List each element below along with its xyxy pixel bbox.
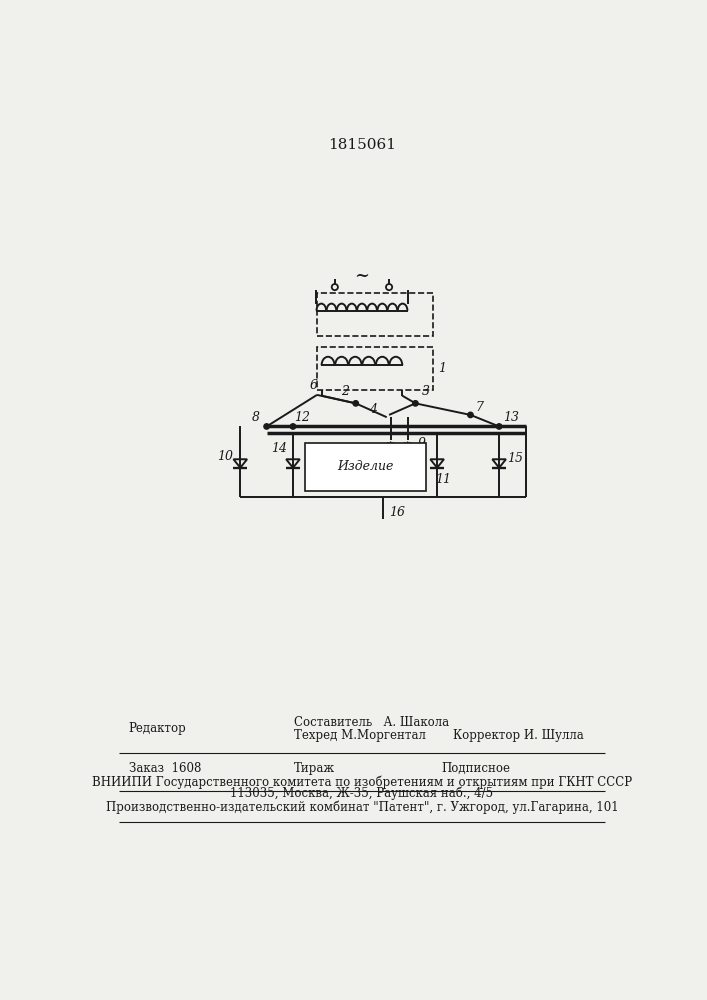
Text: 12: 12 xyxy=(294,411,310,424)
Text: 9: 9 xyxy=(418,437,426,450)
Text: 3: 3 xyxy=(422,385,431,398)
Text: Изделие: Изделие xyxy=(337,460,393,473)
Circle shape xyxy=(496,424,502,429)
Text: 4: 4 xyxy=(369,403,377,416)
Text: Заказ  1608: Заказ 1608 xyxy=(129,762,201,775)
Text: 1815061: 1815061 xyxy=(328,138,396,152)
Text: ВНИИПИ Государственного комитета по изобретениям и открытиям при ГКНТ СССР: ВНИИПИ Государственного комитета по изоб… xyxy=(92,775,632,789)
Text: 1: 1 xyxy=(438,362,447,375)
Text: ~: ~ xyxy=(354,267,370,285)
Text: 113035, Москва, Ж-35, Раушская наб., 4/5: 113035, Москва, Ж-35, Раушская наб., 4/5 xyxy=(230,786,493,800)
Text: 11: 11 xyxy=(436,473,451,486)
Text: Тираж: Тираж xyxy=(293,762,335,775)
Text: 7: 7 xyxy=(476,401,484,414)
Circle shape xyxy=(468,412,473,418)
Text: 10: 10 xyxy=(217,450,233,463)
Bar xyxy=(317,293,433,336)
Circle shape xyxy=(264,424,269,429)
Text: Подписное: Подписное xyxy=(441,762,510,775)
Text: 2: 2 xyxy=(341,385,349,398)
Text: Техред М.Моргентал: Техред М.Моргентал xyxy=(293,730,426,742)
Circle shape xyxy=(413,401,418,406)
Circle shape xyxy=(353,401,358,406)
Text: 16: 16 xyxy=(390,506,405,519)
Text: 14: 14 xyxy=(271,442,287,455)
Bar xyxy=(317,347,433,389)
Text: 8: 8 xyxy=(252,411,259,424)
Text: 15: 15 xyxy=(507,452,522,465)
Text: Производственно-издательский комбинат "Патент", г. Ужгород, ул.Гагарина, 101: Производственно-издательский комбинат "П… xyxy=(105,800,618,814)
Circle shape xyxy=(291,424,296,429)
Text: 13: 13 xyxy=(503,411,520,424)
Text: 6: 6 xyxy=(309,379,317,392)
Bar xyxy=(305,443,426,491)
Text: Составитель   А. Шакола: Составитель А. Шакола xyxy=(293,716,449,729)
Text: Редактор: Редактор xyxy=(129,722,187,735)
Text: Корректор И. Шулла: Корректор И. Шулла xyxy=(452,730,583,742)
